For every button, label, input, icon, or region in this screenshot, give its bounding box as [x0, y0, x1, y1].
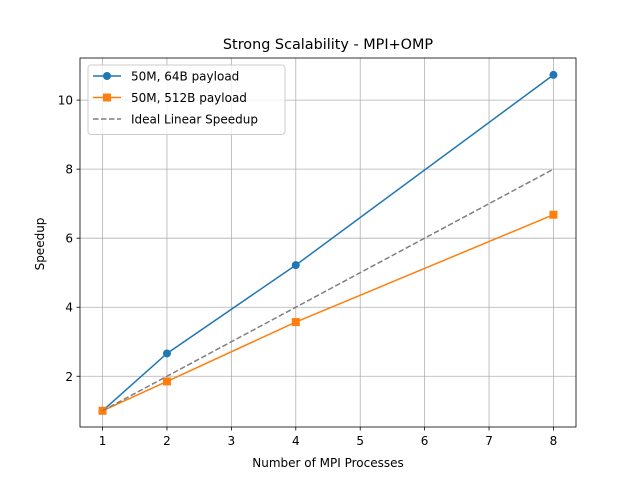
x-tick-label: 6 [421, 434, 429, 448]
x-tick-label: 1 [99, 434, 107, 448]
series-line [102, 214, 554, 412]
legend: 50M, 64B payload 50M, 512B payload Ideal L… [87, 64, 286, 135]
legend-marker [103, 93, 111, 102]
plot-frame [79, 57, 577, 428]
x-tick-label: 7 [485, 434, 493, 448]
data-point [549, 70, 558, 79]
x-tick-label: 4 [292, 434, 300, 448]
data-point [291, 261, 300, 270]
y-tick-label: 4 [65, 301, 73, 315]
y-tick-label: 10 [58, 94, 73, 108]
x-tick-label: 2 [163, 434, 171, 448]
data-point [162, 349, 171, 358]
y-axis-label: Speedup [33, 218, 47, 271]
x-tick-label: 3 [228, 434, 236, 448]
legend-label: 50M, 512B payload [131, 91, 247, 105]
series-group [98, 70, 558, 415]
y-tick-label: 8 [65, 163, 73, 177]
data-point [162, 377, 171, 386]
legend-box [87, 64, 286, 135]
y-tick-label: 2 [65, 370, 73, 384]
data-point [549, 210, 558, 219]
legend-label: Ideal Linear Speedup [131, 113, 258, 127]
series-line [102, 168, 554, 412]
y-tick-label: 6 [65, 232, 73, 246]
legend-label: 50M, 64B payload [131, 70, 239, 84]
legend-marker [103, 72, 111, 80]
axes: 1 2 3 4 5 6 7 8 2 4 6 8 10 [58, 57, 577, 448]
x-tick-label: 5 [356, 434, 364, 448]
data-point [291, 318, 300, 327]
series-line [102, 74, 554, 412]
chart-title: Strong Scalability - MPI+OMP [223, 37, 433, 53]
x-axis-label: Number of MPI Processes [252, 456, 404, 470]
x-tick-label: 8 [550, 434, 558, 448]
